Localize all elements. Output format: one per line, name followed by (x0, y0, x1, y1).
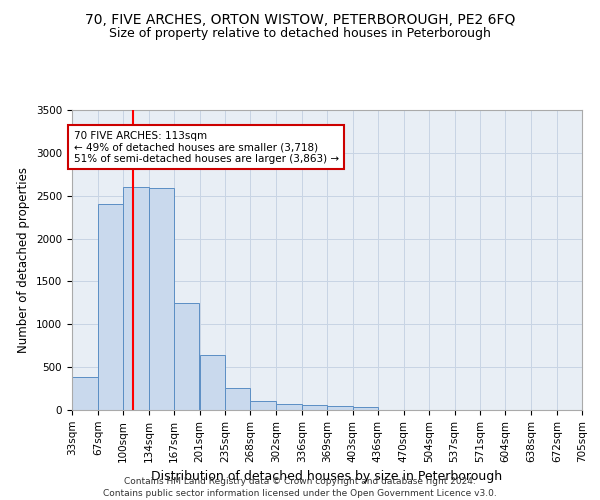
Bar (199, 355, 226, 410)
X-axis label: Distribution of detached houses by size in Peterborough: Distribution of detached houses by size … (151, 470, 503, 483)
Bar (302, 406, 327, 410)
Bar (149, 188, 173, 410)
Bar (250, 402, 276, 410)
Text: 70, FIVE ARCHES, ORTON WISTOW, PETERBOROUGH, PE2 6FQ: 70, FIVE ARCHES, ORTON WISTOW, PETERBORO… (85, 12, 515, 26)
Bar (226, 388, 250, 410)
Bar (327, 406, 353, 410)
Text: 70 FIVE ARCHES: 113sqm
← 49% of detached houses are smaller (3,718)
51% of semi-: 70 FIVE ARCHES: 113sqm ← 49% of detached… (74, 130, 338, 164)
Bar (353, 407, 378, 410)
Bar (98, 204, 123, 410)
Bar (123, 187, 149, 410)
Text: Size of property relative to detached houses in Peterborough: Size of property relative to detached ho… (109, 28, 491, 40)
Bar (276, 404, 302, 410)
Bar (173, 303, 199, 410)
Bar (72, 376, 98, 410)
Y-axis label: Number of detached properties: Number of detached properties (17, 167, 31, 353)
Text: Contains HM Land Registry data © Crown copyright and database right 2024.
Contai: Contains HM Land Registry data © Crown c… (103, 476, 497, 498)
